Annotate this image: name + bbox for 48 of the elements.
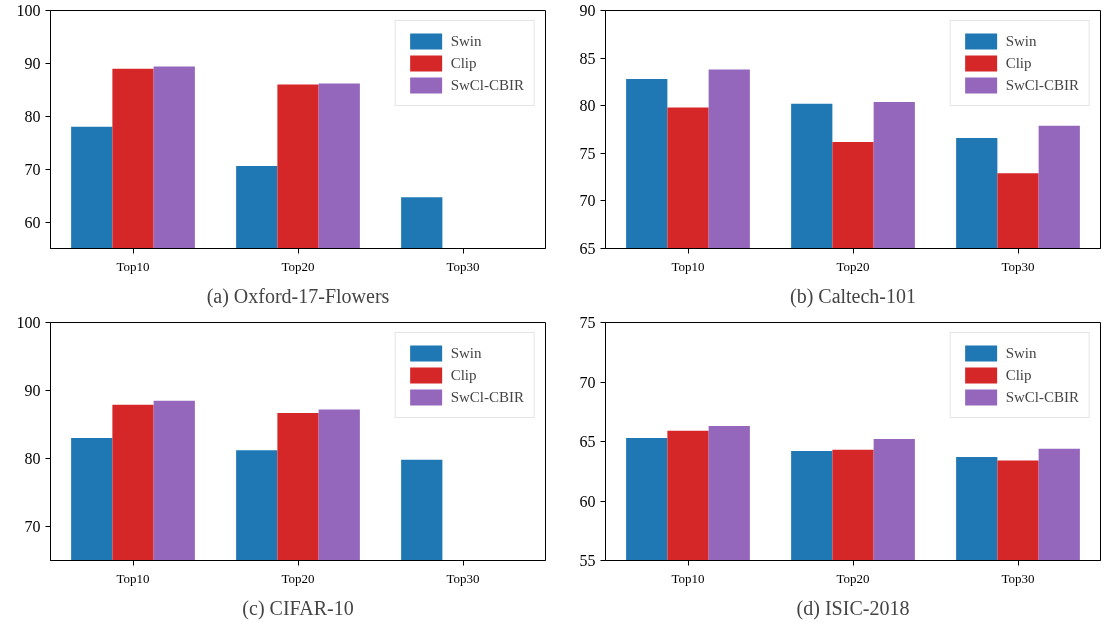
text: (c) CIFAR-10 xyxy=(242,596,354,620)
legend-label: Clip xyxy=(450,366,477,384)
y-tick-label: 90 xyxy=(24,54,41,72)
legend-label: SwCl-CBIR xyxy=(450,76,524,94)
x-tick-label: Top30 xyxy=(446,570,480,586)
legend-label: Clip xyxy=(450,54,477,72)
x-tick-label: Top30 xyxy=(446,258,480,274)
x-tick-label: Top20 xyxy=(281,570,315,586)
x-tick-label: Top10 xyxy=(116,258,150,274)
y-tick-label: 100 xyxy=(16,2,41,19)
legend-label: SwCl-CBIR xyxy=(450,388,524,406)
y-tick-label: 70 xyxy=(579,373,596,391)
text: (b) Caltech-101 xyxy=(789,284,917,308)
y-tick-label: 75 xyxy=(579,314,596,331)
y-tick-label: 75 xyxy=(579,144,596,162)
text: (d) ISIC-2018 xyxy=(796,596,910,620)
x-tick-label: Top10 xyxy=(671,570,705,586)
legend-label: Clip xyxy=(1005,54,1032,72)
x-tick-label: Top10 xyxy=(116,570,150,586)
y-tick-label: 90 xyxy=(579,2,596,19)
y-tick-label: 60 xyxy=(579,492,596,510)
legend-label: Swin xyxy=(450,344,482,362)
legend-label: Swin xyxy=(450,32,482,50)
x-tick-label: Top20 xyxy=(836,570,870,586)
y-tick-label: 80 xyxy=(24,107,41,125)
y-tick-label: 90 xyxy=(24,382,41,399)
legend-label: Clip xyxy=(1005,366,1032,384)
y-tick-label: 70 xyxy=(24,518,41,535)
legend-label: Swin xyxy=(1005,344,1037,362)
text: (a) Oxford-17-Flowers xyxy=(206,284,390,308)
legend-label: SwCl-CBIR xyxy=(1005,388,1079,406)
legend-label: SwCl-CBIR xyxy=(1005,76,1079,94)
x-tick-label: Top30 xyxy=(1001,570,1035,586)
y-tick-label: 80 xyxy=(24,450,41,467)
y-tick-label: 85 xyxy=(579,49,596,67)
y-tick-label: 60 xyxy=(24,213,41,231)
x-tick-label: Top20 xyxy=(836,258,870,274)
x-tick-label: Top10 xyxy=(671,258,705,274)
y-tick-label: 65 xyxy=(579,433,596,450)
y-tick-label: 55 xyxy=(579,552,596,569)
legend-label: Swin xyxy=(1005,32,1037,50)
y-tick-label: 65 xyxy=(579,240,596,257)
y-tick-label: 80 xyxy=(579,97,596,115)
x-tick-label: Top30 xyxy=(1001,258,1035,274)
y-tick-label: 70 xyxy=(579,192,596,210)
x-tick-label: Top20 xyxy=(281,258,315,274)
y-tick-label: 100 xyxy=(16,314,41,331)
y-tick-label: 70 xyxy=(24,160,41,178)
